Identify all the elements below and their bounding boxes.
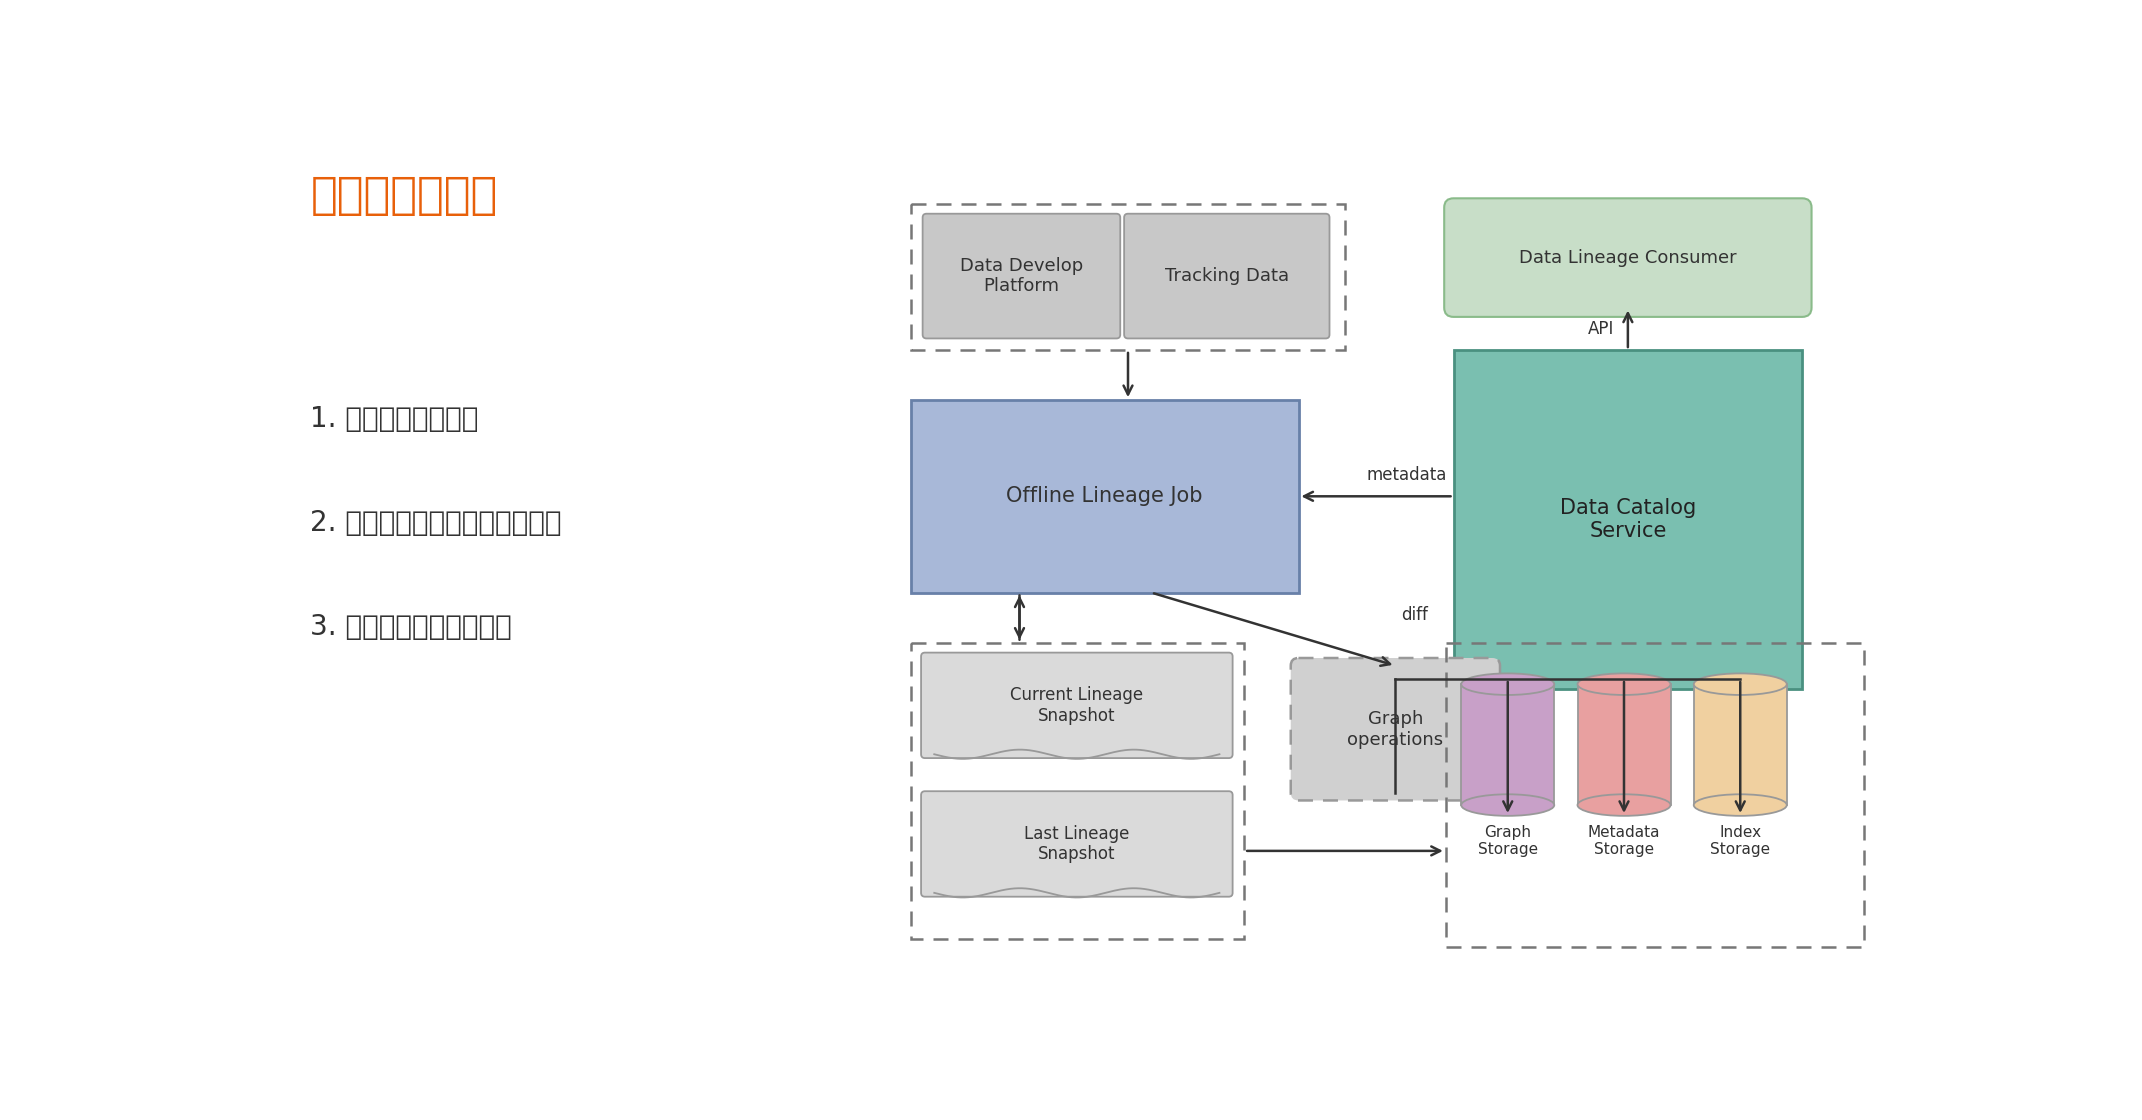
Text: Graph
Storage: Graph Storage: [1478, 825, 1538, 858]
Text: Data Develop
Platform: Data Develop Platform: [960, 256, 1084, 296]
Bar: [910, 643, 1245, 939]
Bar: [910, 204, 1345, 349]
Text: Current Lineage
Snapshot: Current Lineage Snapshot: [1011, 685, 1144, 725]
Text: Data Lineage Consumer: Data Lineage Consumer: [1519, 249, 1737, 267]
FancyBboxPatch shape: [1444, 198, 1812, 317]
Bar: [1461, 684, 1555, 805]
Ellipse shape: [1461, 673, 1555, 694]
Ellipse shape: [1577, 794, 1671, 815]
Bar: [1577, 684, 1671, 805]
Text: Tracking Data: Tracking Data: [1165, 267, 1289, 286]
FancyBboxPatch shape: [1125, 214, 1330, 338]
FancyBboxPatch shape: [921, 791, 1232, 897]
FancyBboxPatch shape: [921, 653, 1232, 758]
FancyBboxPatch shape: [1292, 657, 1499, 801]
Bar: [1454, 349, 1801, 689]
Text: 1. 血缘每天全量更新: 1. 血缘每天全量更新: [311, 405, 480, 433]
Text: Index
Storage: Index Storage: [1709, 825, 1769, 858]
FancyBboxPatch shape: [923, 214, 1120, 338]
Ellipse shape: [1577, 673, 1671, 694]
Text: Offline Lineage Job: Offline Lineage Job: [1007, 486, 1204, 506]
Text: Graph
operations: Graph operations: [1347, 710, 1444, 748]
Text: Last Lineage
Snapshot: Last Lineage Snapshot: [1024, 824, 1129, 864]
Text: 第一版血缘架构: 第一版血缘架构: [311, 175, 497, 217]
Ellipse shape: [1461, 794, 1555, 815]
Text: Data Catalog
Service: Data Catalog Service: [1559, 497, 1696, 541]
Text: API: API: [1587, 320, 1613, 338]
Text: diff: diff: [1401, 606, 1429, 625]
Ellipse shape: [1694, 673, 1786, 694]
Text: metadata: metadata: [1367, 466, 1448, 484]
Bar: [910, 400, 1298, 592]
Ellipse shape: [1694, 794, 1786, 815]
Text: 2. 通过对比血缘快照生成图操作: 2. 通过对比血缘快照生成图操作: [311, 510, 561, 538]
Bar: [1694, 684, 1786, 805]
Text: Metadata
Storage: Metadata Storage: [1587, 825, 1660, 858]
Text: 3. 冗余元数据到图数据库: 3. 冗余元数据到图数据库: [311, 613, 512, 641]
Bar: [1446, 643, 1864, 946]
